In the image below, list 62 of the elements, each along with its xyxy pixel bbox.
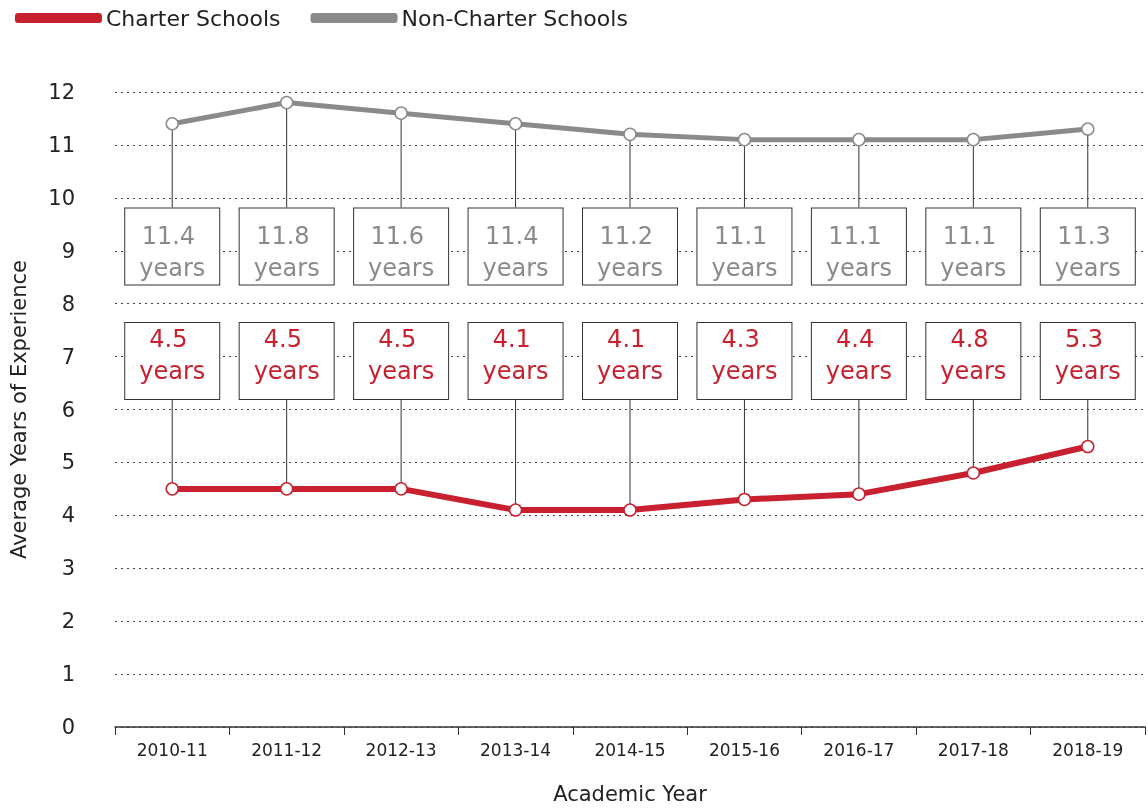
x-tick-label: 2013-14 bbox=[480, 739, 552, 760]
data-label: 11.2 years bbox=[596, 222, 664, 283]
y-tick-label: 9 bbox=[61, 238, 75, 263]
point bbox=[1081, 439, 1095, 454]
data-label: 4.5 years bbox=[139, 324, 206, 385]
data-label: 4.3 years bbox=[711, 324, 778, 385]
y-tick-label: 1 bbox=[61, 662, 75, 687]
point bbox=[394, 482, 408, 496]
y-tick-label: 5 bbox=[61, 450, 75, 475]
point bbox=[623, 503, 637, 517]
x-axis-title: Academic Year bbox=[553, 781, 708, 806]
data-label: 11.1 years bbox=[711, 222, 778, 283]
y-tick-label: 0 bbox=[61, 715, 75, 739]
point bbox=[165, 482, 179, 496]
y-tick-label: 2 bbox=[61, 609, 75, 634]
point bbox=[966, 132, 981, 147]
point bbox=[737, 132, 752, 147]
x-tick-label: 2015-16 bbox=[708, 739, 780, 760]
point bbox=[737, 492, 752, 507]
x-tick-label: 2012-13 bbox=[365, 739, 437, 760]
data-label: 4.8 years bbox=[940, 324, 1007, 385]
data-label: 11.4 years bbox=[139, 222, 206, 283]
data-label: 11.3 years bbox=[1054, 222, 1121, 283]
point bbox=[623, 127, 637, 142]
y-tick-label: 8 bbox=[61, 291, 75, 316]
data-label: 11.1 years bbox=[825, 222, 892, 283]
x-tick-label: 2010-11 bbox=[136, 739, 208, 760]
legend-label: Non-Charter Schools bbox=[401, 5, 628, 31]
data-label: 4.1 years bbox=[482, 324, 549, 385]
data-label: 4.1 years bbox=[596, 324, 664, 385]
x-tick-label: 2018-19 bbox=[1052, 739, 1124, 760]
x-tick-label: 2016-17 bbox=[823, 739, 895, 760]
point bbox=[852, 487, 866, 501]
point bbox=[279, 482, 294, 496]
point bbox=[966, 466, 981, 480]
data-label: 4.5 years bbox=[368, 324, 435, 385]
y-tick-label: 11 bbox=[48, 132, 75, 157]
legend-label: Charter Schools bbox=[106, 5, 281, 31]
point bbox=[1081, 122, 1095, 136]
data-label: 5.3 years bbox=[1054, 324, 1121, 385]
data-label: 11.8 years bbox=[253, 222, 320, 283]
point bbox=[165, 117, 179, 131]
x-tick-label: 2014-15 bbox=[594, 739, 666, 760]
y-tick-label: 10 bbox=[48, 185, 75, 210]
point bbox=[852, 132, 866, 147]
y-tick-label: 6 bbox=[61, 397, 75, 422]
y-tick-label: 7 bbox=[61, 344, 75, 369]
point bbox=[508, 503, 523, 517]
x-tick-label: 2017-18 bbox=[937, 739, 1009, 760]
data-label: 4.4 years bbox=[825, 324, 892, 385]
data-label: 11.4 years bbox=[482, 222, 549, 283]
y-tick-label: 12 bbox=[48, 80, 75, 104]
point bbox=[279, 95, 294, 110]
y-tick-label: 3 bbox=[61, 556, 75, 581]
point bbox=[394, 106, 408, 120]
data-label: 4.5 years bbox=[253, 324, 320, 385]
y-axis-title: Average Years of Experience bbox=[6, 259, 31, 560]
data-label: 11.1 years bbox=[940, 222, 1007, 283]
point bbox=[508, 117, 523, 131]
y-tick-label: 4 bbox=[61, 503, 75, 528]
data-label: 11.6 years bbox=[368, 222, 435, 283]
x-tick-label: 2011-12 bbox=[251, 739, 323, 760]
